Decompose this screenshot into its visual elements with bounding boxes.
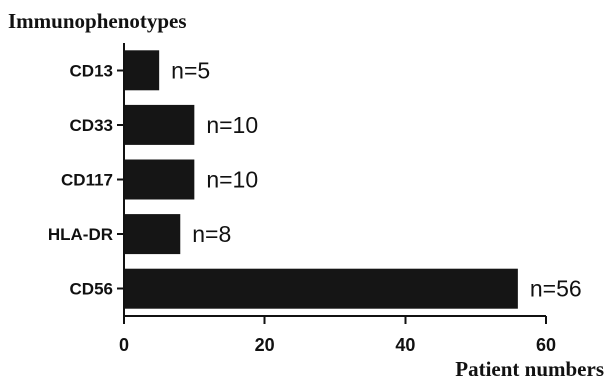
y-axis-label: HLA-DR: [48, 225, 113, 244]
data-label: n=10: [206, 167, 258, 193]
y-axis-labels: CD13 CD33 CD117 HLA-DR CD56: [48, 61, 124, 299]
x-axis-ticks: 0 20 40 60: [119, 316, 556, 355]
bars-group: [124, 50, 518, 309]
data-label: n=8: [192, 221, 231, 247]
y-axis-label: CD117: [61, 171, 113, 190]
y-axis-label: CD13: [70, 61, 113, 80]
data-label: n=10: [206, 112, 258, 138]
bar-cd117: [124, 159, 195, 200]
bar-cd13: [124, 50, 160, 91]
y-axis-label: CD33: [70, 116, 113, 135]
data-label: n=5: [171, 57, 210, 83]
x-axis-tick-label: 0: [119, 335, 129, 355]
x-axis-tick-label: 40: [395, 335, 415, 355]
x-axis-tick-label: 60: [536, 335, 556, 355]
bar-cd33: [124, 104, 195, 145]
x-axis-tick-label: 20: [255, 335, 275, 355]
y-axis-label: CD56: [70, 280, 113, 299]
data-labels: n=5 n=10 n=10 n=8 n=56: [171, 57, 582, 301]
data-label: n=56: [530, 276, 582, 302]
bar-cd56: [124, 268, 518, 309]
x-axis-title: Patient numbers: [455, 357, 604, 381]
y-axis-title: Immunophenotypes: [8, 9, 187, 33]
bar-hla-dr: [124, 214, 181, 255]
